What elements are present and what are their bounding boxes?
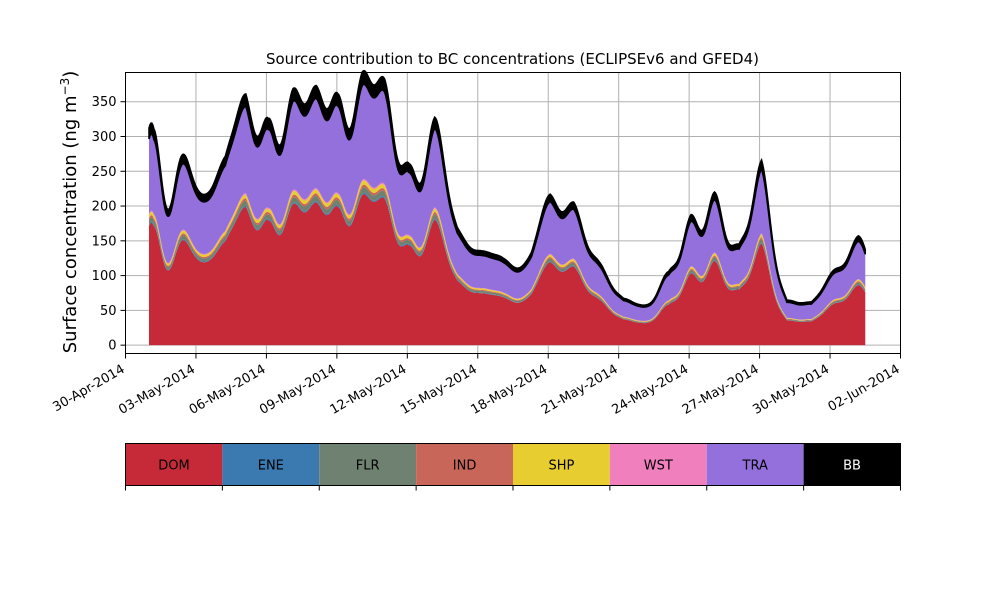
plot-frame xyxy=(125,72,901,354)
stacked-areas xyxy=(148,69,867,346)
y-tick-label-5: 250 xyxy=(92,165,117,180)
legend-label-wst: WST xyxy=(644,459,673,474)
legend-label-bb: BB xyxy=(843,459,861,474)
y-tick-label-3: 150 xyxy=(92,234,117,249)
legend: DOM ENE FLR IND SHP WST TRA BB xyxy=(125,443,901,491)
legend-label-flr: FLR xyxy=(356,459,380,474)
y-axis-label: Surface concentration (ng m−3) xyxy=(58,71,81,354)
y-tick-label-2: 100 xyxy=(92,269,117,284)
legend-swatch-flr xyxy=(319,443,417,486)
legend-label-tra: TRA xyxy=(742,459,768,474)
legend-swatch-ind xyxy=(416,443,513,486)
y-tick-label-7: 350 xyxy=(92,95,117,110)
y-tick-label-6: 300 xyxy=(92,130,117,145)
legend-swatch-bb xyxy=(803,443,901,486)
chart-title: Source contribution to BC concentrations… xyxy=(266,50,759,68)
legend-label-ene: ENE xyxy=(258,459,284,474)
y-tick-label-1: 50 xyxy=(100,304,117,319)
y-tick-label-0: 0 xyxy=(108,339,116,354)
legend-label-dom: DOM xyxy=(158,459,189,474)
area-series-tra xyxy=(148,84,866,321)
legend-swatch-dom xyxy=(125,443,223,486)
legend-label-shp: SHP xyxy=(549,459,575,474)
legend-swatch-wst xyxy=(609,443,707,486)
legend-swatch-shp xyxy=(513,443,610,486)
y-axis-ticks: 0 50 100 150 200 250 300 350 xyxy=(92,95,126,354)
y-tick-label-4: 200 xyxy=(92,200,117,215)
y-axis-label-superscript: −3 xyxy=(58,78,72,96)
legend-label-ind: IND xyxy=(453,459,477,474)
area-series-dom xyxy=(148,194,866,346)
legend-swatch-tra xyxy=(706,443,804,486)
legend-swatch-ene xyxy=(222,443,320,486)
y-axis-label-close: ) xyxy=(60,71,81,78)
area-series-bb xyxy=(148,69,867,308)
y-axis-label-main: Surface concentration (ng m xyxy=(60,95,81,353)
